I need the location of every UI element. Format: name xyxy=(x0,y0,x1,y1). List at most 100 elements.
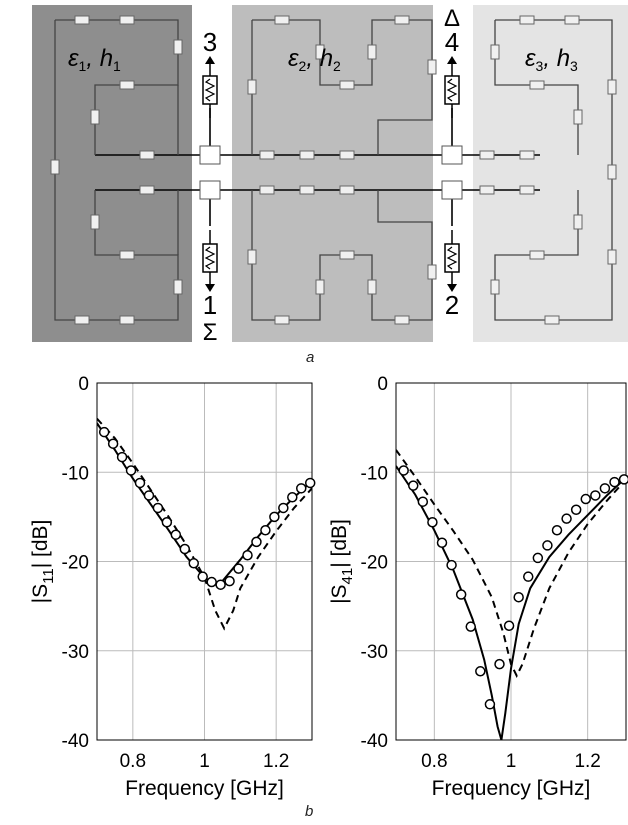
s41-chart: 0.8 1 1.2 0 -10 -20 -30 -40 Frequency [GHz] |S41|… xyxy=(318,372,628,802)
data-point xyxy=(570,504,582,515)
port-4-symbol: Δ xyxy=(444,5,460,32)
data-point xyxy=(296,483,307,494)
data-point xyxy=(152,502,164,514)
data-point xyxy=(197,571,208,582)
data-point xyxy=(161,516,173,528)
data-point xyxy=(513,591,524,603)
data-point xyxy=(455,589,467,600)
x-tick-label: 1 xyxy=(199,751,210,772)
panel-a-caption: a xyxy=(306,349,315,366)
layout-schematic: ε1, h1 ε2, h2 ε3, h3 3 Δ 4 1 Σ 2 xyxy=(0,0,628,346)
y-axis-label-sub: 41 xyxy=(339,568,356,585)
x-tick-label: 0.8 xyxy=(120,751,146,772)
data-point xyxy=(599,483,611,494)
data-point xyxy=(427,516,438,528)
data-point xyxy=(446,559,457,571)
data-point xyxy=(465,621,476,632)
junction-pads xyxy=(199,145,463,200)
data-point xyxy=(590,490,601,501)
data-point xyxy=(609,476,620,488)
data-point xyxy=(551,525,563,536)
port-4-number: 4 xyxy=(445,27,459,57)
data-point xyxy=(417,496,429,507)
data-point xyxy=(278,502,289,514)
y-tick-label: -20 xyxy=(62,553,89,574)
data-point xyxy=(436,537,448,549)
plot-frame xyxy=(96,382,313,741)
port-2-number: 2 xyxy=(445,290,459,320)
data-point xyxy=(188,558,199,569)
x-tick-label: 1.2 xyxy=(263,751,289,772)
data-point xyxy=(523,571,534,582)
data-point xyxy=(542,540,553,551)
y-axis-label-unit: | [dB] xyxy=(29,520,52,569)
y-tick-label: -30 xyxy=(62,642,89,663)
y-axis-label-main: |S xyxy=(328,584,351,603)
data-point xyxy=(269,511,280,523)
data-point xyxy=(242,550,253,561)
data-point xyxy=(116,451,128,463)
port-arrows xyxy=(205,56,457,292)
region-2-label: ε2, h2 xyxy=(288,45,341,74)
dashed-series-line xyxy=(396,449,626,678)
data-point xyxy=(475,666,486,677)
data-point xyxy=(179,543,191,555)
data-point xyxy=(532,552,544,564)
y-axis-label: |S41| [dB] xyxy=(328,519,356,604)
y-axis-label: |S11| [dB] xyxy=(29,520,57,604)
data-point xyxy=(233,563,244,574)
y-axis-label-unit: | [dB] xyxy=(328,519,351,568)
region-3-label: ε3, h3 xyxy=(525,45,578,74)
data-point xyxy=(561,513,572,524)
port-3-number: 3 xyxy=(203,27,217,57)
data-point xyxy=(98,426,110,438)
data-point xyxy=(125,465,137,476)
port-1-resistor xyxy=(202,229,218,287)
data-point xyxy=(408,480,419,491)
x-axis-label: Frequency [GHz] xyxy=(432,777,591,800)
y-tick-label: -40 xyxy=(62,731,89,752)
data-point xyxy=(143,490,155,501)
data-point xyxy=(206,576,217,588)
y-axis-label-sub: 11 xyxy=(40,568,57,584)
panel-b-caption: b xyxy=(305,803,314,820)
y-tick-label: 0 xyxy=(377,374,388,395)
data-point xyxy=(503,620,515,632)
y-tick-label: -40 xyxy=(361,731,388,752)
data-point xyxy=(618,474,628,485)
plot-frame xyxy=(395,382,627,741)
s41-chart-svg: 0.8 1 1.2 0 -10 -20 -30 -40 Frequency [GHz] |S41|… xyxy=(328,374,628,800)
y-tick-label: -10 xyxy=(62,463,89,484)
data-point xyxy=(251,536,262,548)
feed-lines xyxy=(95,108,540,226)
x-axis-label: Frequency [GHz] xyxy=(125,777,284,800)
s11-chart-svg: 0.8 1 1.2 0 -10 -20 -30 -40 Frequency [GHz] |S11|… xyxy=(29,374,316,800)
data-point xyxy=(398,465,409,476)
port-4-resistor xyxy=(444,61,460,119)
substrate-region-2 xyxy=(232,5,433,342)
y-tick-label: -10 xyxy=(361,463,388,484)
data-point xyxy=(215,579,226,590)
s11-chart: 0.8 1 1.2 0 -10 -20 -30 -40 Frequency [GHz] |S11|… xyxy=(0,372,320,802)
region-1-label: ε1, h1 xyxy=(68,45,121,74)
x-tick-label: 1.2 xyxy=(574,751,600,772)
y-tick-label: -30 xyxy=(361,642,388,663)
x-tick-label: 0.8 xyxy=(421,751,447,772)
port-2-resistor xyxy=(444,229,460,287)
port-3-resistor xyxy=(202,61,218,119)
y-axis-label-main: |S xyxy=(29,584,52,603)
data-point xyxy=(170,529,182,540)
data-point xyxy=(304,477,316,489)
data-point xyxy=(580,493,591,505)
data-point xyxy=(287,491,298,503)
data-point xyxy=(260,525,271,536)
data-point xyxy=(494,658,505,670)
data-point xyxy=(134,477,146,489)
schematic-svg: ε1, h1 ε2, h2 ε3, h3 3 Δ 4 1 Σ 2 xyxy=(32,5,628,346)
port-1-number: 1 xyxy=(203,290,217,320)
y-tick-label: -20 xyxy=(361,553,388,574)
port-1-symbol: Σ xyxy=(203,319,218,345)
data-point xyxy=(484,699,496,710)
x-tick-label: 1 xyxy=(506,751,517,772)
data-point xyxy=(107,438,119,449)
